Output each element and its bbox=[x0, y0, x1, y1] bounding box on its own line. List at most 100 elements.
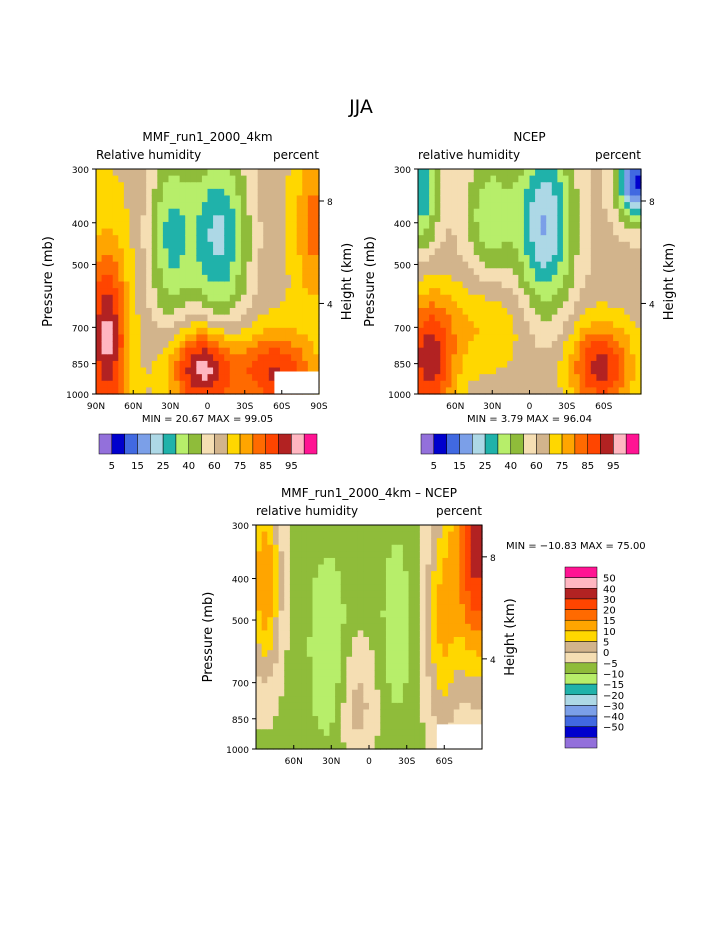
contour-cell bbox=[235, 354, 242, 362]
contour-cell bbox=[307, 354, 315, 362]
contour-cell bbox=[448, 689, 455, 697]
contour-cell bbox=[190, 215, 197, 223]
contour-cell bbox=[546, 182, 553, 190]
contour-cell bbox=[256, 577, 263, 585]
contour-cell bbox=[419, 623, 427, 632]
x-tick-label: 30S bbox=[236, 402, 253, 412]
contour-cell bbox=[302, 221, 309, 230]
contour-cell bbox=[146, 354, 153, 362]
contour-cell bbox=[340, 584, 347, 592]
contour-cell bbox=[512, 380, 519, 388]
contour-cell bbox=[279, 281, 287, 289]
contour-cell bbox=[434, 274, 441, 283]
colorbar-label: −15 bbox=[603, 680, 624, 691]
contour-cell bbox=[590, 327, 597, 336]
contour-cell bbox=[457, 334, 464, 342]
contour-cell bbox=[585, 241, 592, 250]
contour-cell bbox=[146, 288, 153, 296]
contour-cell bbox=[162, 261, 170, 269]
contour-cell bbox=[601, 281, 609, 289]
contour-cell bbox=[496, 268, 503, 276]
contour-cell bbox=[374, 623, 381, 632]
contour-cell bbox=[129, 195, 136, 203]
contour-cell bbox=[601, 327, 609, 336]
contour-cell bbox=[291, 215, 298, 223]
contour-cell bbox=[363, 571, 370, 579]
contour-cell bbox=[465, 663, 472, 671]
contour-cell bbox=[476, 525, 483, 533]
contour-cell bbox=[352, 722, 359, 730]
contour-cell bbox=[397, 604, 404, 612]
contour-cell bbox=[252, 354, 259, 362]
contour-cell bbox=[318, 544, 325, 552]
contour-cell bbox=[295, 630, 302, 638]
contour-cell bbox=[246, 367, 253, 375]
contour-cell bbox=[629, 380, 637, 388]
contour-cell bbox=[414, 557, 421, 566]
contour-cell bbox=[289, 571, 297, 579]
contour-cell bbox=[123, 274, 131, 283]
contour-cell bbox=[140, 387, 147, 395]
contour-cell bbox=[246, 387, 253, 395]
contour-cell bbox=[329, 669, 336, 678]
y-tick-label: 500 bbox=[72, 261, 89, 271]
contour-cell bbox=[473, 255, 480, 263]
contour-cell bbox=[213, 255, 220, 263]
contour-cell bbox=[218, 307, 225, 316]
contour-cell bbox=[442, 696, 449, 704]
colorbar-swatch bbox=[548, 433, 563, 455]
contour-cell bbox=[301, 709, 308, 717]
contour-cell bbox=[557, 169, 564, 177]
contour-cell bbox=[479, 354, 486, 362]
contour-cell bbox=[523, 347, 531, 355]
contour-cell bbox=[434, 235, 441, 243]
y2-axis-label: Height (km) bbox=[503, 598, 518, 675]
contour-cell bbox=[295, 623, 302, 632]
contour-cell bbox=[306, 696, 314, 704]
contour-cell bbox=[318, 604, 325, 612]
contour-cell bbox=[618, 274, 625, 283]
contour-cell bbox=[291, 188, 298, 197]
contour-cell bbox=[174, 360, 181, 369]
contour-cell bbox=[490, 221, 497, 230]
contour-cell bbox=[357, 564, 364, 572]
contour-cell bbox=[436, 571, 444, 579]
contour-cell bbox=[302, 288, 309, 296]
contour-cell bbox=[397, 597, 404, 605]
contour-cell bbox=[335, 702, 342, 711]
contour-cell bbox=[624, 307, 631, 316]
contour-cell bbox=[146, 327, 153, 336]
contour-cell bbox=[272, 637, 280, 645]
contour-cell bbox=[385, 729, 393, 737]
contour-cell bbox=[369, 683, 376, 691]
contour-cell bbox=[135, 341, 142, 349]
contour-cell bbox=[107, 268, 114, 276]
contour-cell bbox=[402, 557, 410, 566]
contour-cell bbox=[369, 538, 376, 546]
y-axis-label: Pressure (mb) bbox=[363, 236, 378, 327]
contour-cell bbox=[313, 169, 320, 177]
contour-cell bbox=[301, 604, 308, 612]
contour-cell bbox=[470, 577, 477, 585]
contour-cell bbox=[278, 643, 285, 651]
contour-cell bbox=[574, 380, 581, 388]
contour-cell bbox=[429, 215, 436, 223]
x-tick-label: 90N bbox=[87, 402, 105, 412]
colorbar-label: 95 bbox=[607, 461, 620, 472]
contour-cell bbox=[307, 367, 315, 375]
contour-cell bbox=[335, 597, 342, 605]
contour-cell bbox=[289, 742, 297, 750]
contour-cell bbox=[423, 367, 430, 375]
x-tick-label: 60N bbox=[124, 402, 142, 412]
contour-cell bbox=[261, 538, 268, 546]
contour-cell bbox=[385, 544, 393, 552]
contour-cell bbox=[374, 525, 381, 533]
contour-cell bbox=[284, 590, 291, 599]
contour-cell bbox=[274, 341, 281, 349]
colorbar-swatch bbox=[188, 433, 202, 455]
contour-cell bbox=[284, 630, 291, 638]
contour-cell bbox=[112, 354, 119, 362]
contour-cell bbox=[151, 281, 158, 289]
contour-cell bbox=[635, 241, 642, 250]
contour-cell bbox=[112, 347, 119, 355]
